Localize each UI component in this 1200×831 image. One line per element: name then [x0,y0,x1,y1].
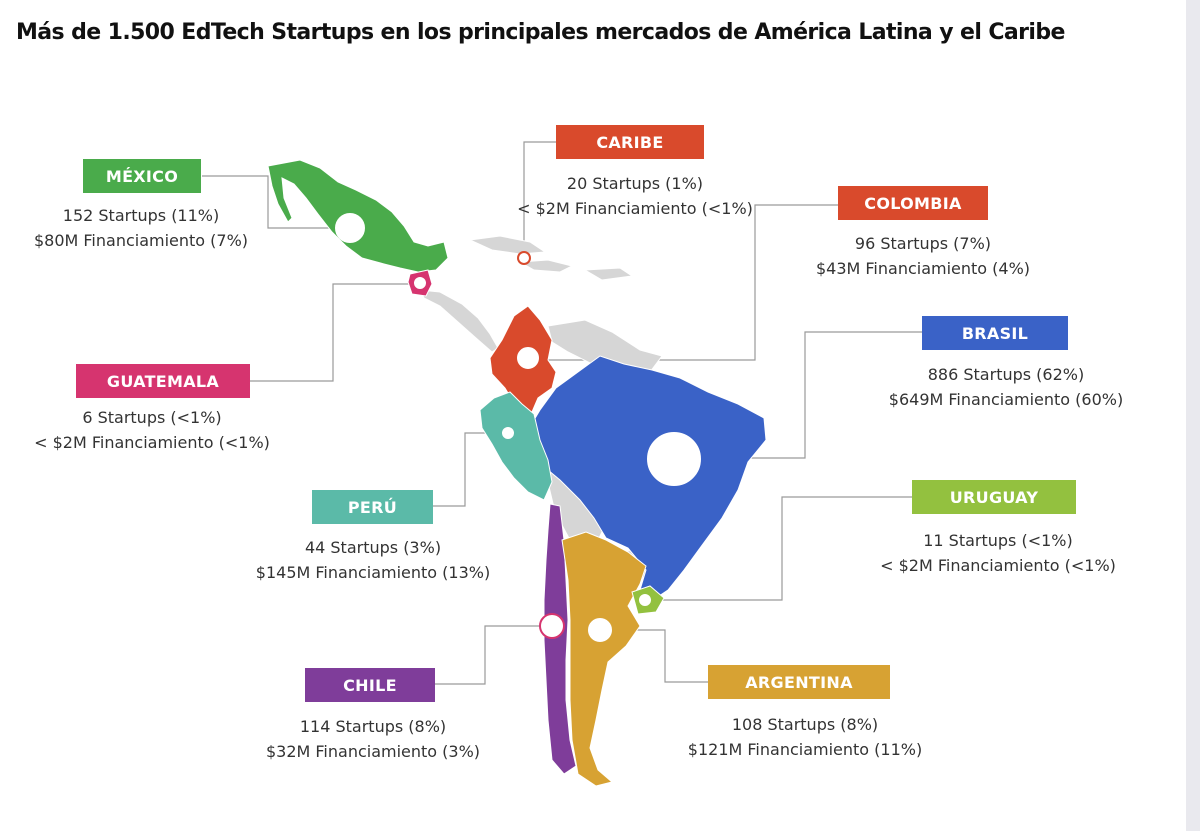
badge-uruguay: URUGUAY [912,480,1076,514]
marker-brasil [647,432,701,486]
info-guatemala: 6 Startups (<1%) < $2M Financiamiento (<… [34,405,270,455]
badge-peru: PERÚ [312,490,433,524]
caribe-startups: 20 Startups (1%) [566,174,704,193]
markers [335,213,701,642]
info-colombia: 96 Startups (7%) $43M Financiamiento (4%… [816,231,1030,281]
uruguay-funding: < $2M Financiamiento (<1%) [880,556,1116,575]
info-uruguay: 11 Startups (<1%) < $2M Financiamiento (… [880,528,1116,578]
badge-brasil: BRASIL [922,316,1068,350]
chile-startups: 114 Startups (8%) [299,717,447,736]
info-caribe: 20 Startups (1%) < $2M Financiamiento (<… [517,171,753,221]
argentina-shape [561,531,647,787]
peru-shape [479,391,553,501]
leader-line-uruguay [640,496,912,601]
badge-chile: CHILE [305,668,435,702]
argentina-funding: $121M Financiamiento (11%) [687,740,923,759]
badge-argentina: ARGENTINA [708,665,890,699]
chile-funding: $32M Financiamiento (3%) [265,742,481,761]
badge-colombia: COLOMBIA [838,186,988,220]
brasil-startups: 886 Startups (62%) [927,365,1085,384]
colombia-startups: 96 Startups (7%) [854,234,992,253]
peru-startups: 44 Startups (3%) [304,538,442,557]
brasil-funding: $649M Financiamiento (60%) [888,390,1124,409]
marker-colombia [517,347,539,369]
info-argentina: 108 Startups (8%) $121M Financiamiento (… [688,712,922,762]
uruguay-startups: 11 Startups (<1%) [923,531,1073,550]
guatemala-startups: 6 Startups (<1%) [82,408,222,427]
marker-argentina [588,618,612,642]
leader-line-chile [433,625,552,685]
marker-caribe [517,251,531,265]
colombia-funding: $43M Financiamiento (4%) [815,259,1031,278]
caribe-funding: < $2M Financiamiento (<1%) [517,199,753,218]
marker-mexico [335,213,365,243]
badge-guatemala: GUATEMALA [76,364,250,398]
leader-line-caribe [523,141,556,258]
badge-mexico: MÉXICO [83,159,201,193]
leader-line-mexico [202,175,340,229]
peru-funding: $145M Financiamiento (13%) [255,563,491,582]
window-edge [1186,0,1200,831]
info-brasil: 886 Startups (62%) $649M Financiamiento … [889,362,1123,412]
argentina-startups: 108 Startups (8%) [731,715,879,734]
marker-peru [502,427,514,439]
badge-caribe: CARIBE [556,125,704,159]
guatemala-funding: < $2M Financiamiento (<1%) [34,433,270,452]
mexico-startups: 152 Startups (11%) [62,206,220,225]
info-mexico: 152 Startups (11%) $80M Financiamiento (… [34,203,248,253]
info-peru: 44 Startups (3%) $145M Financiamiento (1… [256,535,490,585]
mexico-funding: $80M Financiamiento (7%) [33,231,249,250]
brasil-shape [527,355,767,603]
leader-line-guatemala [250,283,418,382]
leader-lines [202,141,922,685]
marker-uruguay [639,594,651,606]
marker-chile [539,613,565,639]
page-title: Más de 1.500 EdTech Startups en los prin… [16,20,1065,45]
info-chile: 114 Startups (8%) $32M Financiamiento (3… [266,714,480,764]
chile-shape [543,503,577,775]
marker-guatemala [414,277,426,289]
